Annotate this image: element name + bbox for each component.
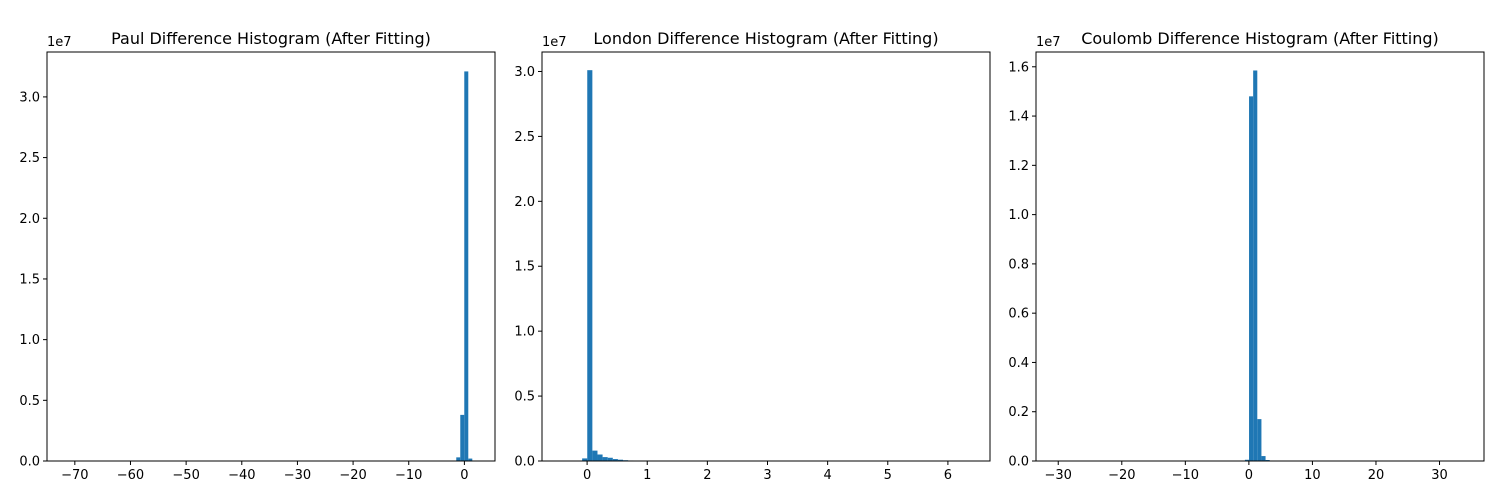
histogram-bar	[460, 414, 465, 461]
y-tick-label: 2.0	[514, 195, 535, 210]
y-tick-label: 1.4	[1008, 110, 1029, 125]
histogram-bar	[1244, 459, 1250, 461]
x-tick-label: 2	[703, 468, 711, 483]
y-tick-label: 0.8	[1008, 257, 1029, 272]
y-tick-label: 1.6	[1008, 60, 1029, 75]
histogram-bar	[464, 71, 469, 461]
y-offset-label: 1e7	[1036, 35, 1061, 50]
axes-frame	[1035, 51, 1485, 462]
x-tick-label: 5	[884, 468, 892, 483]
histogram-bar	[456, 457, 461, 461]
y-tick-label: 1.2	[1008, 159, 1029, 174]
x-tick-label: 0	[1245, 468, 1253, 483]
histogram-bar	[1261, 456, 1266, 461]
y-tick-label: 1.0	[1008, 208, 1029, 223]
x-tick-label: 0	[460, 468, 468, 483]
x-tick-label: −10	[1172, 468, 1199, 483]
y-offset-label: 1e7	[542, 35, 567, 50]
histogram-bar	[617, 459, 624, 461]
axes-frame	[541, 51, 991, 462]
histogram-bar	[607, 457, 613, 461]
histogram-bar	[587, 70, 593, 461]
x-tick-label: 20	[1368, 468, 1385, 483]
x-tick-label: 0	[583, 468, 591, 483]
histogram-bar	[612, 459, 618, 461]
x-tick-label: −50	[172, 468, 199, 483]
y-tick-label: 2.5	[19, 151, 40, 166]
histogram-bar	[602, 457, 608, 461]
histogram-bar	[1249, 96, 1254, 461]
chart-title: Paul Difference Histogram (After Fitting…	[111, 29, 431, 48]
y-tick-label: 1.5	[514, 260, 535, 275]
y-tick-label: 0.0	[1008, 455, 1029, 470]
y-tick-label: 0.4	[1008, 356, 1029, 371]
x-tick-label: 4	[823, 468, 831, 483]
x-tick-label: −30	[284, 468, 311, 483]
x-tick-label: 30	[1431, 468, 1448, 483]
chart-title: London Difference Histogram (After Fitti…	[593, 29, 938, 48]
histogram-bar	[1253, 70, 1258, 461]
x-tick-label: 6	[944, 468, 952, 483]
y-offset-label: 1e7	[47, 35, 72, 50]
chart-panel-2: 0 1 2 3 4 5 6 0.0 0.5 1.0 1.5 2.0 2.5 3.0 1e7 London Di…	[514, 29, 991, 483]
y-tick-label: 1.0	[19, 333, 40, 348]
y-tick-label: 3.0	[19, 90, 40, 105]
y-tick-label: 0.2	[1008, 405, 1029, 420]
y-tick-label: 0.0	[514, 455, 535, 470]
x-tick-label: −40	[228, 468, 255, 483]
chart-panel-3: −30 −20 −10 0 10 20 30 0.0 0.2 0.4 0.6 0.8 1.0 1.2 1.4…	[1008, 29, 1485, 483]
histogram-bar	[1257, 419, 1262, 461]
x-tick-label: 3	[763, 468, 771, 483]
x-tick-label: −20	[339, 468, 366, 483]
y-tick-label: 0.6	[1008, 307, 1029, 322]
y-tick-label: 2.0	[19, 212, 40, 227]
y-tick-label: 2.5	[514, 130, 535, 145]
x-tick-label: −30	[1045, 468, 1072, 483]
x-tick-label: −10	[395, 468, 422, 483]
y-tick-label: 0.5	[19, 394, 40, 409]
histogram-bar	[468, 458, 473, 461]
x-tick-label: 1	[643, 468, 651, 483]
chart-panel-1: −70 −60 −50 −40 −30 −20 −10 0 0.0 0.5 1.0 1.5 2.0 2.5…	[19, 29, 496, 483]
y-tick-label: 1.0	[514, 325, 535, 340]
y-tick-label: 3.0	[514, 65, 535, 80]
y-tick-label: 0.5	[514, 390, 535, 405]
histogram-bar	[582, 458, 588, 461]
x-tick-label: −70	[61, 468, 88, 483]
y-tick-label: 0.0	[19, 455, 40, 470]
x-tick-label: 10	[1304, 468, 1321, 483]
x-tick-label: −60	[117, 468, 144, 483]
chart-title: Coulomb Difference Histogram (After Fitt…	[1081, 29, 1439, 48]
histogram-bar	[592, 450, 598, 461]
y-tick-label: 1.5	[19, 272, 40, 287]
histogram-bar	[597, 454, 603, 461]
axes-frame	[46, 51, 496, 462]
x-tick-label: −20	[1108, 468, 1135, 483]
